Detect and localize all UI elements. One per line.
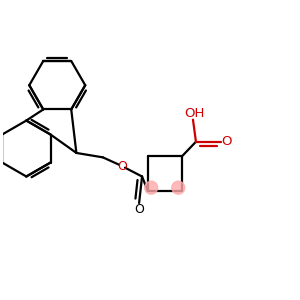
Text: OH: OH <box>184 107 205 120</box>
Text: O: O <box>221 135 232 148</box>
Text: O: O <box>117 160 127 173</box>
Circle shape <box>172 181 185 194</box>
Circle shape <box>145 181 158 194</box>
Text: O: O <box>134 203 144 216</box>
